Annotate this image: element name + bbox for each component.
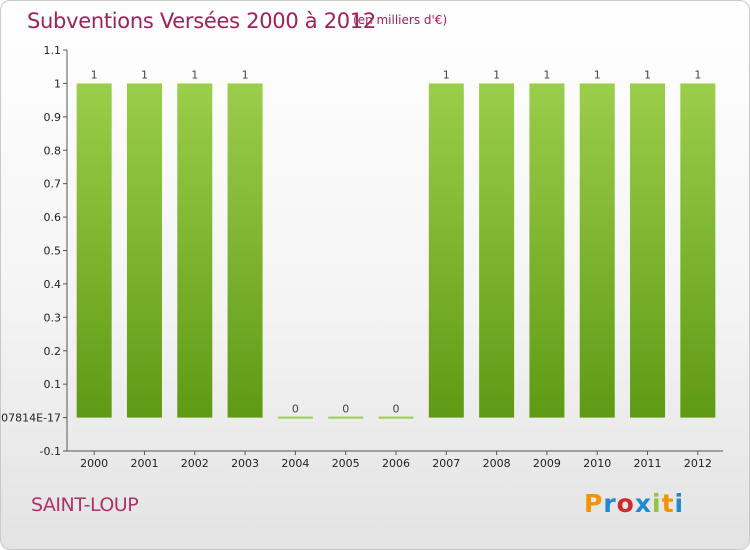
logo-letter: i bbox=[652, 489, 662, 518]
logo-letter: r bbox=[603, 489, 617, 518]
bar bbox=[76, 83, 112, 418]
data-label: 1 bbox=[443, 68, 450, 81]
y-tick-label: 0.6 bbox=[44, 211, 62, 224]
bar bbox=[428, 83, 464, 418]
x-tick-label: 2007 bbox=[432, 457, 460, 470]
chart-subtitle: (en milliers d'€) bbox=[353, 13, 448, 27]
bar bbox=[126, 83, 162, 418]
x-tick-label: 2010 bbox=[583, 457, 611, 470]
x-tick-label: 2002 bbox=[181, 457, 209, 470]
data-label: 0 bbox=[342, 403, 349, 416]
y-tick-label: 0.8 bbox=[44, 144, 62, 157]
y-tick-label: 0.3 bbox=[44, 311, 62, 324]
bar bbox=[227, 83, 263, 418]
x-tick-label: 2009 bbox=[533, 457, 561, 470]
bar bbox=[378, 416, 414, 419]
y-tick-label: 0.5 bbox=[44, 245, 62, 258]
bar bbox=[277, 416, 313, 419]
data-label: 1 bbox=[493, 68, 500, 81]
bar bbox=[630, 83, 666, 418]
data-label: 1 bbox=[242, 68, 249, 81]
y-tick-label: 0.7 bbox=[44, 178, 62, 191]
logo-letter: t bbox=[661, 489, 675, 518]
data-label: 0 bbox=[292, 403, 299, 416]
y-tick-label: -1.3877787807814E-17 bbox=[1, 412, 61, 425]
x-tick-label: 2008 bbox=[483, 457, 511, 470]
x-tick-label: 2000 bbox=[80, 457, 108, 470]
bar bbox=[177, 83, 213, 418]
logo-letter: i bbox=[674, 489, 685, 518]
x-tick-label: 2001 bbox=[130, 457, 158, 470]
x-tick-label: 2011 bbox=[634, 457, 662, 470]
x-tick-label: 2005 bbox=[332, 457, 360, 470]
data-label: 1 bbox=[543, 68, 550, 81]
y-tick-label: 0.2 bbox=[44, 345, 62, 358]
data-label: 1 bbox=[594, 68, 601, 81]
bar bbox=[579, 83, 615, 418]
data-label: 1 bbox=[644, 68, 651, 81]
y-tick-label: 0.9 bbox=[44, 111, 62, 124]
data-label: 1 bbox=[141, 68, 148, 81]
x-tick-label: 2006 bbox=[382, 457, 410, 470]
chart-title: Subventions Versées 2000 à 2012 bbox=[27, 9, 376, 33]
data-label: 0 bbox=[393, 403, 400, 416]
x-tick-label: 2003 bbox=[231, 457, 259, 470]
data-label: 1 bbox=[91, 68, 98, 81]
y-tick-label: 0.4 bbox=[44, 278, 62, 291]
y-tick-label: 1.1 bbox=[44, 44, 62, 57]
x-tick-label: 2012 bbox=[684, 457, 712, 470]
y-tick-label: -0.1 bbox=[40, 445, 61, 458]
logo-letter: x bbox=[634, 489, 652, 518]
x-tick-label: 2004 bbox=[281, 457, 309, 470]
logo-letter: P bbox=[584, 489, 604, 518]
logo-letter: o bbox=[616, 489, 635, 518]
proxiti-logo: Proxiti bbox=[584, 489, 684, 518]
y-tick-label: 1 bbox=[54, 77, 61, 90]
data-label: 1 bbox=[694, 68, 701, 81]
y-tick-label: 0.1 bbox=[44, 378, 62, 391]
bar bbox=[680, 83, 716, 418]
location-name: SAINT-LOUP bbox=[31, 494, 139, 516]
bar bbox=[529, 83, 565, 418]
bar bbox=[479, 83, 515, 418]
bar bbox=[328, 416, 364, 419]
data-label: 1 bbox=[191, 68, 198, 81]
